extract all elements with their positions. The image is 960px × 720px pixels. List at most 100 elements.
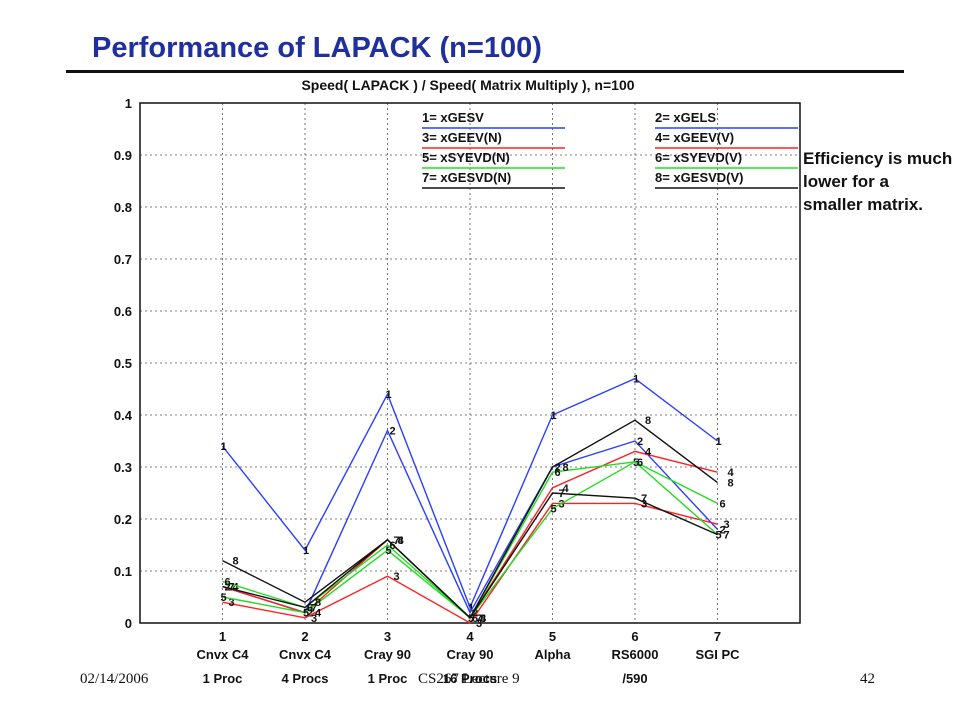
series-point-marker: 6: [225, 576, 231, 588]
series-line-1: [221, 377, 718, 610]
series-point-marker: 8: [563, 462, 569, 474]
y-tick-label: 0.9: [114, 148, 132, 163]
series-point-marker: 8: [645, 415, 651, 427]
y-tick-label: 0.8: [114, 200, 132, 215]
series-point-marker: 4: [563, 483, 570, 495]
x-tick-number: 6: [631, 629, 638, 644]
series-point-marker: 5: [303, 608, 309, 620]
series-3: 3 3 3 3 3 3 3: [222, 498, 730, 630]
y-tick-label: 0: [125, 616, 132, 631]
legend-label: 3= xGEEV(N): [422, 130, 502, 145]
series-point-marker: 6: [637, 457, 643, 469]
series-point-marker: 2: [390, 426, 396, 438]
legend-entry: 7= xGESVD(N): [422, 170, 565, 189]
x-tick-label: Cnvx C4: [279, 647, 332, 662]
x-tick-number: 5: [549, 629, 556, 644]
x-tick-number: 4: [466, 629, 474, 644]
series-8: 8 8 8 8 8 8 8: [222, 415, 734, 625]
x-tick-label-line2: /590: [622, 671, 647, 686]
series-point-marker: 7: [641, 493, 647, 505]
series-point-marker: 1: [468, 602, 474, 614]
footer-page: 42: [860, 671, 875, 687]
x-tick-label: Cray 90: [364, 647, 411, 662]
legend-label: 4= xGEEV(V): [655, 130, 734, 145]
series-point-marker: 3: [311, 613, 317, 625]
legend-entry: 8= xGESVD(V): [655, 170, 798, 189]
footer-course: CS267 Lecture 9: [418, 671, 520, 687]
legend-label: 8= xGESVD(V): [655, 170, 744, 185]
series-point-marker: 4: [398, 535, 405, 547]
series-point-marker: 8: [398, 535, 404, 547]
series-point-marker: 5: [551, 504, 557, 516]
series-point-marker: 7: [476, 613, 482, 625]
series-point-marker: 8: [480, 613, 486, 625]
series-point-marker: 7: [724, 530, 730, 542]
series-1: 1 1 1 1 1 1 1: [221, 374, 722, 615]
series-point-marker: 2: [637, 436, 643, 448]
y-tick-label: 0.5: [114, 356, 132, 371]
x-tick-number: 2: [301, 629, 308, 644]
title-rule: [66, 70, 904, 73]
series-point-marker: 4: [233, 582, 240, 594]
y-tick-label: 0.4: [114, 408, 133, 423]
y-tick-label: 1: [125, 96, 132, 111]
chart-title: Speed( LAPACK ) / Speed( Matrix Multiply…: [301, 77, 634, 93]
series-point-marker: 3: [724, 519, 730, 531]
legend-entry: 5= xSYEVD(N): [422, 150, 565, 169]
series-point-marker: 6: [472, 613, 478, 625]
series-point-marker: 3: [229, 597, 235, 609]
legend-entry: 4= xGEEV(V): [655, 130, 798, 149]
series-point-marker: 7: [559, 488, 565, 500]
legend-entry: 3= xGEEV(N): [422, 130, 565, 149]
series-point-marker: 6: [720, 498, 726, 510]
legend-entry: 2= xGELS: [655, 110, 798, 129]
series-point-marker: 3: [641, 498, 647, 510]
series-point-marker: 5: [386, 545, 392, 557]
x-tick-label-line2: 1 Proc: [368, 671, 408, 686]
annotation-note: Efficiency is much lower for a smaller m…: [803, 149, 953, 214]
series-point-marker: 1: [716, 436, 722, 448]
series-point-marker: 1: [633, 374, 639, 386]
y-tick-label: 0.2: [114, 512, 132, 527]
legend-label: 2= xGELS: [655, 110, 716, 125]
y-axis-ticks: 0 0.1 0.2 0.3 0.4 0.5 0.6 0.7 0.8 0.9 1: [114, 96, 133, 631]
legend-label: 1= xGESV: [422, 110, 484, 125]
legend-label: 5= xSYEVD(N): [422, 150, 510, 165]
y-tick-label: 0.3: [114, 460, 132, 475]
legend-label: 7= xGESVD(N): [422, 170, 511, 185]
series-point-marker: 6: [555, 467, 561, 479]
x-tick-label: Cray 90: [447, 647, 494, 662]
series-line-3: [222, 502, 718, 624]
series-point-marker: 6: [390, 540, 396, 552]
series-point-marker: 2: [472, 608, 478, 620]
x-tick-label: Cnvx C4: [196, 647, 249, 662]
series-point-marker: 1: [551, 410, 557, 422]
series-point-marker: 4: [645, 446, 652, 458]
y-tick-label: 0.7: [114, 252, 132, 267]
x-tick-label-line2: 16 Procs: [443, 671, 497, 686]
legend-label: 6= xSYEVD(V): [655, 150, 742, 165]
series-point-marker: 1: [386, 389, 392, 401]
x-tick-label: Alpha: [534, 647, 571, 662]
series-point-marker: 8: [233, 556, 239, 568]
series-point-marker: 8: [315, 597, 321, 609]
series-point-marker: 4: [315, 608, 322, 620]
legend-entry: 1= xGESV: [422, 110, 565, 129]
footer-date: 02/14/2006: [80, 671, 149, 687]
series-point-marker: 4: [728, 467, 735, 479]
series-line-2: [222, 428, 719, 615]
x-tick-label-line2: 1 Proc: [203, 671, 243, 686]
legend-entry: 6= xSYEVD(V): [655, 150, 798, 169]
x-tick-number: 7: [714, 629, 721, 644]
series-point-marker: 2: [307, 608, 313, 620]
slide-title: Performance of LAPACK (n=100): [92, 32, 542, 64]
series-point-marker: 5: [716, 530, 722, 542]
series-point-marker: 3: [394, 571, 400, 583]
x-axis-ticks: 1 Cnvx C4 1 Proc 2 Cnvx C4 4 Procs 3 Cray 90 1 P…: [196, 629, 740, 686]
series-point-marker: 2: [720, 524, 726, 536]
x-tick-number: 1: [219, 629, 226, 644]
x-tick-label: SGI PC: [695, 647, 740, 662]
